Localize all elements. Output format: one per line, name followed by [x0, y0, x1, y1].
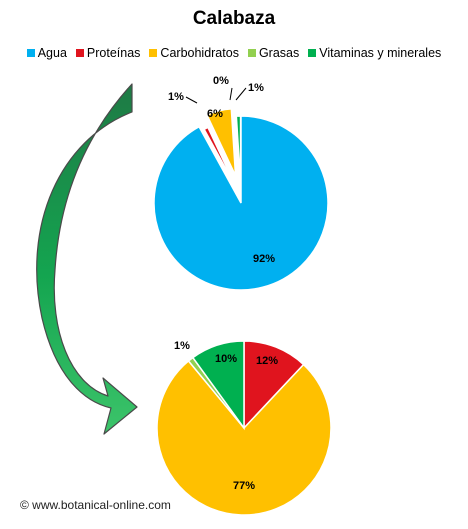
legend-label: Carbohidratos: [160, 46, 239, 60]
legend-swatch: [26, 49, 35, 57]
data-label: 92%: [253, 253, 275, 265]
leader-line: [229, 87, 233, 101]
data-label: 12%: [256, 355, 278, 367]
slice-vitaminas-y-minerales: [235, 115, 242, 184]
legend-item: Grasas: [247, 46, 300, 60]
pie-chart-before: 92% 1% 6% 0% 1%: [153, 75, 329, 291]
legend-label: Grasas: [258, 46, 300, 60]
slice-carbohidratos: [156, 359, 332, 516]
legend-item: Proteínas: [75, 46, 141, 60]
data-label: 10%: [215, 353, 237, 365]
data-label: 1%: [174, 340, 190, 352]
data-label: 77%: [233, 480, 255, 492]
data-label: 1%: [248, 82, 264, 94]
data-label: 0%: [213, 75, 229, 87]
legend-item: Vitaminas y minerales: [308, 46, 441, 60]
slice-vitaminas-y-minerales: [191, 340, 245, 431]
slice-agua: [153, 115, 329, 291]
chart-title: Calabaza: [192, 8, 276, 29]
slice-carbohidratos: [206, 108, 237, 177]
legend-swatch: [75, 49, 84, 57]
chart-legend: Agua Proteínas Carbohidratos Grasas Vitamina…: [0, 46, 468, 60]
watermark: © www.botanical-online.com: [20, 498, 171, 512]
leader-line: [235, 87, 247, 101]
legend-swatch: [247, 49, 256, 57]
legend-swatch: [149, 49, 158, 57]
curved-arrow: [36, 83, 138, 435]
legend-item: Agua: [26, 46, 67, 60]
slice-proteinas: [203, 126, 238, 189]
leader-line: [185, 96, 198, 104]
legend-label: Agua: [37, 46, 67, 60]
legend-label: Vitaminas y minerales: [319, 46, 442, 60]
slice-proteinas: [243, 340, 305, 430]
legend-swatch: [308, 49, 317, 57]
pie-chart-after: 12% 77% 1% 10%: [156, 340, 332, 516]
legend-label: Proteínas: [86, 46, 141, 60]
data-label: 6%: [207, 108, 223, 120]
data-label: 1%: [168, 91, 184, 103]
legend-item: Carbohidratos: [149, 46, 239, 60]
